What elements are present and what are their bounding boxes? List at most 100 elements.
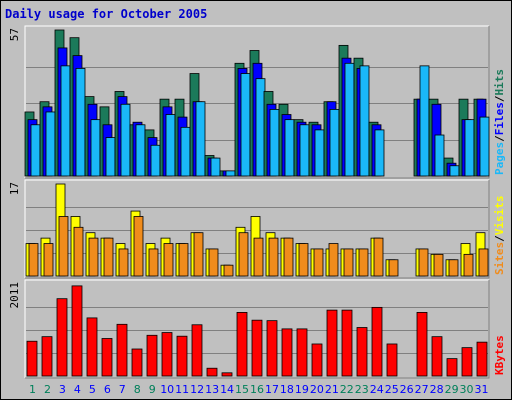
bar-kbytes-17 [266,320,278,377]
bar-kbytes-20 [311,343,323,377]
x-tick-20: 20 [310,383,324,396]
x-tick-25: 25 [385,383,399,396]
x-tick-19: 19 [295,383,309,396]
bar-sites-17 [268,237,279,277]
bar-sites-30 [463,253,474,277]
x-tick-11: 11 [175,383,189,396]
x-tick-17: 17 [265,383,279,396]
bar-kbytes-23 [356,327,368,377]
bar-pages-21 [329,109,340,177]
panel-1-ymax-label: 17 [8,182,21,195]
bar-pages-1 [30,124,41,177]
bar-kbytes-25 [386,343,398,377]
bar-sites-29 [448,259,459,277]
x-tick-16: 16 [250,383,264,396]
bar-sites-19 [298,243,309,277]
bar-sites-23 [358,248,369,277]
bar-kbytes-12 [191,324,203,377]
bar-pages-9 [150,144,161,177]
x-tick-21: 21 [325,383,339,396]
bar-kbytes-7 [116,323,128,377]
bar-kbytes-29 [446,358,458,377]
bar-kbytes-24 [371,306,383,377]
bar-kbytes-2 [41,336,53,377]
bar-kbytes-14 [221,372,233,377]
x-tick-7: 7 [119,383,126,396]
x-tick-23: 23 [355,383,369,396]
bar-kbytes-13 [206,367,218,377]
x-tick-31: 31 [475,383,489,396]
bar-kbytes-1 [26,340,38,377]
bar-pages-15 [240,73,251,177]
panel-1-legend: Sites/Visits [493,196,506,276]
bar-kbytes-30 [461,347,473,377]
x-tick-9: 9 [149,383,156,396]
bar-sites-1 [28,243,39,277]
legend-sites: Sites [493,242,506,275]
bar-pages-30 [464,119,475,177]
x-tick-3: 3 [59,383,66,396]
x-tick-13: 13 [205,383,219,396]
bar-pages-11 [180,126,191,177]
x-tick-28: 28 [430,383,444,396]
bar-pages-29 [449,165,460,177]
bar-kbytes-16 [251,319,263,377]
legend-separator: / [493,135,506,142]
bar-pages-31 [479,116,490,177]
x-tick-29: 29 [445,383,459,396]
bar-kbytes-3 [56,298,68,377]
bar-kbytes-31 [476,341,488,377]
x-tick-6: 6 [104,383,111,396]
x-tick-26: 26 [400,383,414,396]
bar-pages-2 [45,111,56,177]
bar-sites-15 [238,232,249,277]
bar-kbytes-8 [131,348,143,377]
bar-sites-5 [88,237,99,277]
bar-pages-7 [120,103,131,177]
bar-kbytes-18 [281,328,293,377]
bar-sites-10 [163,243,174,277]
x-tick-10: 10 [160,383,174,396]
bar-pages-28 [434,134,445,177]
bar-sites-24 [373,237,384,277]
bar-sites-2 [43,243,54,277]
bar-sites-11 [178,243,189,277]
bar-sites-21 [328,243,339,277]
bar-pages-14 [225,170,236,177]
x-tick-18: 18 [280,383,294,396]
bar-sites-7 [118,248,129,277]
bar-sites-14 [223,264,234,277]
bar-pages-8 [135,124,146,177]
bar-sites-27 [418,248,429,277]
bar-pages-6 [105,137,116,177]
panel-0-legend: Pages/Files/Hits [493,69,506,175]
x-tick-12: 12 [190,383,204,396]
bar-pages-23 [359,65,370,177]
bar-kbytes-9 [146,334,158,377]
bar-kbytes-19 [296,328,308,377]
x-tick-8: 8 [134,383,141,396]
bar-pages-19 [299,124,310,177]
x-tick-27: 27 [415,383,429,396]
bar-pages-10 [165,114,176,177]
bar-kbytes-22 [341,309,353,377]
bar-sites-28 [433,253,444,277]
bar-pages-24 [374,129,385,177]
bar-pages-13 [210,157,221,177]
bar-kbytes-5 [86,317,98,377]
bar-pages-18 [284,119,295,177]
legend-separator: / [493,95,506,102]
bar-sites-12 [193,232,204,277]
bar-pages-17 [269,109,280,177]
bar-kbytes-10 [161,332,173,377]
legend-separator: / [493,235,506,242]
bar-pages-4 [75,68,86,177]
bar-kbytes-21 [326,309,338,377]
bar-sites-31 [478,248,489,277]
bar-kbytes-27 [416,312,428,377]
bar-pages-27 [419,65,430,177]
bar-pages-3 [60,65,71,177]
x-tick-5: 5 [89,383,96,396]
bar-pages-22 [344,62,355,177]
